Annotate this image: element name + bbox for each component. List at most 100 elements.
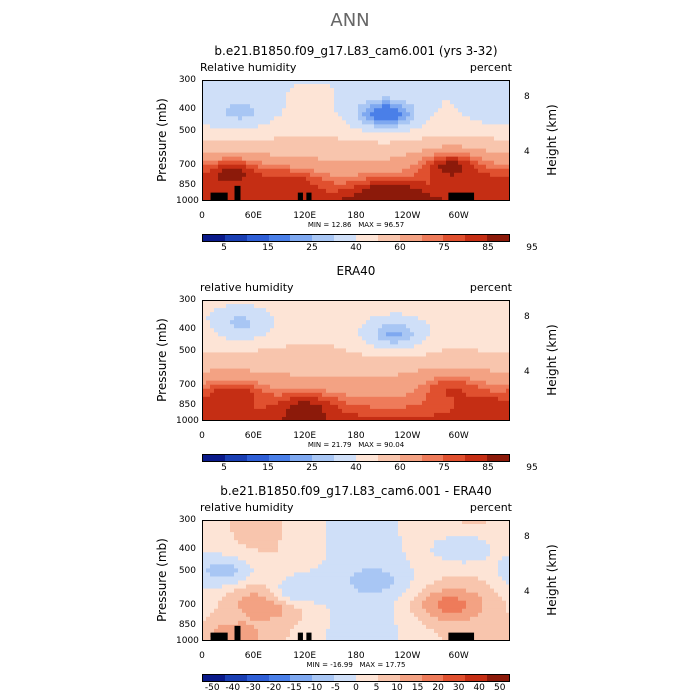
heatmap-cell: [458, 416, 463, 421]
heatmap-cell: [470, 176, 475, 182]
heatmap-cell: [242, 172, 247, 178]
heatmap-cell: [434, 312, 439, 317]
heatmap-cell: [442, 120, 447, 125]
heatmap-cell: [246, 184, 251, 190]
heatmap-cell: [262, 404, 267, 410]
heatmap-cell: [254, 80, 259, 85]
heatmap-cell: [230, 304, 235, 309]
heatmap-cell: [466, 392, 471, 398]
heatmap-cell: [230, 360, 235, 366]
heatmap-cell: [334, 328, 339, 333]
heatmap-cell: [238, 324, 243, 329]
heatmap-cell: [430, 112, 435, 117]
heatmap-cell: [278, 144, 283, 150]
heatmap-cell: [218, 540, 223, 545]
heatmap-cell: [310, 180, 315, 186]
heatmap-cell: [258, 352, 263, 357]
heatmap-cell: [302, 324, 307, 329]
heatmap-cell: [386, 104, 391, 109]
heatmap-cell: [370, 400, 375, 406]
heatmap-cell: [278, 156, 283, 162]
heatmap-cell: [230, 404, 235, 410]
heatmap-cell: [326, 132, 331, 137]
heatmap-cell: [270, 188, 275, 194]
heatmap-cell: [402, 184, 407, 190]
colorbar-swatch: [377, 455, 400, 461]
heatmap-cell: [394, 404, 399, 410]
heatmap-cell: [442, 348, 447, 353]
heatmap-cell: [334, 92, 339, 97]
heatmap-cell: [490, 404, 495, 410]
colorbar-swatch: [443, 455, 466, 461]
heatmap-cell: [402, 100, 407, 105]
heatmap-cell: [206, 88, 211, 93]
heatmap-cell: [474, 372, 479, 378]
heatmap-cell: [434, 188, 439, 194]
heatmap-cell: [338, 180, 343, 186]
heatmap-cell: [314, 316, 319, 321]
heatmap-cell: [366, 84, 371, 89]
heatmap-cell: [246, 176, 251, 182]
heatmap-cell: [206, 140, 211, 146]
heatmap-cell: [502, 324, 507, 329]
heatmap-cell: [394, 412, 399, 418]
heatmap-cell: [230, 148, 235, 154]
heatmap-cell: [482, 372, 487, 378]
heatmap-cell: [230, 600, 235, 606]
heatmap-cell: [286, 120, 291, 125]
heatmap-cell: [438, 416, 443, 421]
heatmap-cell: [282, 136, 287, 141]
heatmap-cell: [398, 172, 403, 178]
y-tick-label: 1000: [176, 196, 199, 206]
heatmap-cell: [402, 160, 407, 166]
heatmap-cell: [282, 384, 287, 390]
heatmap-cell: [334, 352, 339, 357]
heatmap-cell: [430, 304, 435, 309]
heatmap-cell: [274, 416, 279, 421]
heatmap-cell: [214, 416, 219, 421]
heatmap-cell: [278, 164, 283, 170]
heatmap-cell: [286, 164, 291, 170]
heatmap-cell: [278, 388, 283, 394]
heatmap-cell: [506, 364, 510, 370]
heatmap-cell: [330, 164, 335, 170]
heatmap-cell: [506, 100, 510, 105]
heatmap-cell: [218, 616, 223, 622]
heatmap-cell: [222, 340, 227, 345]
heatmap-cell: [410, 116, 415, 121]
heatmap-cell: [362, 100, 367, 105]
heatmap-cell: [322, 364, 327, 370]
heatmap-cell: [502, 404, 507, 410]
heatmap-cell: [482, 308, 487, 313]
heatmap-cell: [346, 156, 351, 162]
heatmap-cell: [294, 140, 299, 146]
heatmap-cell: [506, 336, 510, 341]
heatmap-cell: [418, 196, 423, 201]
heatmap-cell: [502, 416, 507, 421]
heatmap-cell: [238, 528, 243, 533]
heatmap-cell: [206, 300, 211, 305]
heatmap-cell: [374, 188, 379, 194]
heatmap-cell: [318, 400, 323, 406]
heatmap-cell: [202, 144, 207, 150]
heatmap-cell: [398, 336, 403, 341]
heatmap-cell: [306, 152, 311, 158]
heatmap-cell: [394, 324, 399, 329]
heatmap-cell: [506, 392, 510, 398]
heatmap-cell: [470, 348, 475, 353]
heatmap-cell: [402, 164, 407, 170]
heatmap-cell: [326, 160, 331, 166]
heatmap-cell: [238, 376, 243, 382]
heatmap-cell: [366, 160, 371, 166]
heatmap-cell: [310, 120, 315, 125]
heatmap-cell: [338, 364, 343, 370]
heatmap-cell: [490, 164, 495, 170]
heatmap-cell: [246, 340, 251, 345]
heatmap-cell: [222, 368, 227, 374]
heatmap-cell: [206, 328, 211, 333]
heatmap-cell: [406, 352, 411, 357]
heatmap-cell: [482, 400, 487, 406]
heatmap-cell: [490, 392, 495, 398]
heatmap-cell: [238, 124, 243, 129]
heatmap-cell: [474, 352, 479, 357]
